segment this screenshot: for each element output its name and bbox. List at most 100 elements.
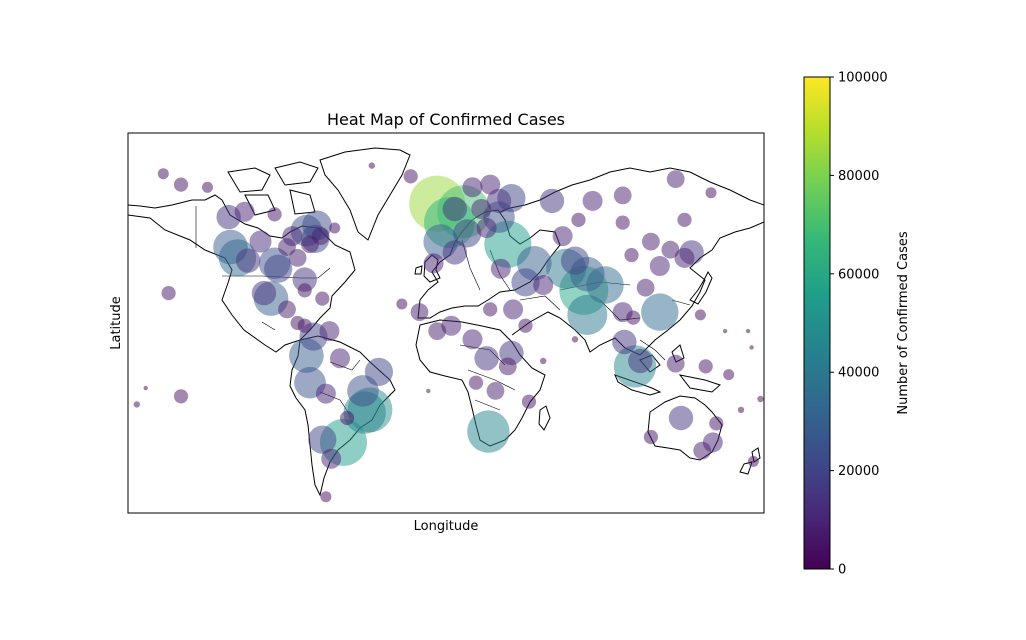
case-bubble	[315, 383, 336, 404]
case-bubble	[626, 310, 641, 325]
cases-bubbles	[133, 162, 764, 503]
case-bubble	[474, 346, 499, 371]
case-bubble	[471, 199, 492, 219]
case-bubble	[364, 357, 393, 386]
case-bubble	[249, 230, 272, 253]
case-bubble	[757, 395, 764, 403]
colorbar-ticks: 0 20000 40000 60000 80000 100000	[830, 71, 888, 578]
case-bubble	[503, 299, 524, 320]
case-bubble	[723, 369, 735, 381]
case-bubble	[297, 318, 312, 333]
colorbar-tick-label: 0	[838, 563, 846, 578]
case-bubble	[321, 448, 342, 469]
case-bubble	[642, 232, 660, 251]
case-bubble	[143, 385, 148, 391]
case-bubble	[571, 212, 586, 227]
case-bubble	[426, 388, 431, 394]
case-bubble	[677, 212, 692, 227]
case-bubble	[649, 256, 670, 276]
case-bubble	[297, 283, 312, 298]
case-bubble	[567, 294, 608, 335]
case-bubble	[320, 491, 332, 503]
case-bubble	[486, 382, 505, 400]
case-bubble	[613, 186, 632, 205]
asia-coastline	[499, 167, 764, 356]
colorbar-tick-label: 80000	[838, 169, 879, 184]
case-bubble	[666, 354, 685, 373]
colorbar-label: Number of Confirmed Cases	[896, 231, 911, 414]
colorbar-tick-label: 40000	[838, 366, 879, 381]
north-america-coastline	[128, 194, 356, 353]
case-bubble	[582, 190, 603, 211]
colorbar-tick-label: 20000	[838, 464, 879, 479]
case-bubble	[668, 405, 694, 431]
case-bubble	[533, 275, 554, 295]
case-bubble	[571, 336, 579, 343]
japan-coastline	[689, 271, 713, 305]
case-bubble	[157, 168, 169, 180]
case-bubble	[694, 309, 706, 321]
case-bubble	[311, 227, 330, 246]
case-bubble	[539, 188, 565, 214]
case-bubble	[540, 357, 547, 365]
case-bubble	[173, 177, 189, 192]
case-bubble	[330, 348, 350, 369]
chart-title: Heat Map of Confirmed Cases	[327, 110, 565, 129]
case-bubble	[173, 389, 189, 404]
case-bubble	[462, 329, 483, 350]
case-bubble	[278, 238, 296, 256]
case-bubble	[511, 268, 540, 297]
case-bubble	[292, 267, 317, 292]
case-bubble	[315, 291, 330, 306]
case-bubble	[161, 286, 176, 301]
madagascar-coastline	[538, 405, 551, 431]
case-bubble	[235, 248, 261, 273]
case-bubble	[521, 394, 537, 409]
case-bubble	[133, 401, 140, 408]
case-bubble	[278, 300, 296, 319]
case-bubble	[468, 375, 484, 390]
case-bubble	[747, 455, 759, 467]
case-bubble	[698, 359, 713, 374]
greenland-coastline	[319, 147, 411, 241]
case-bubble	[467, 410, 510, 453]
axes-frame	[127, 132, 765, 514]
case-bubble	[661, 240, 680, 259]
case-bubble	[636, 278, 655, 297]
case-bubble	[486, 188, 512, 214]
case-bubble	[264, 254, 293, 283]
case-bubble	[498, 357, 517, 376]
case-bubble	[709, 416, 724, 431]
case-bubble	[612, 329, 637, 355]
case-bubble	[423, 253, 444, 274]
case-bubble	[308, 425, 337, 454]
case-bubble	[340, 410, 355, 426]
case-bubble	[462, 177, 483, 198]
case-bubble	[705, 187, 717, 199]
case-bubble	[641, 293, 679, 331]
case-bubble	[560, 246, 590, 275]
case-bubble	[319, 321, 340, 342]
case-bubble	[441, 315, 462, 336]
case-bubble	[745, 328, 751, 334]
case-bubble	[368, 162, 375, 169]
southeast-asia-islands	[614, 344, 721, 396]
case-bubble	[453, 219, 482, 248]
case-bubble	[628, 348, 653, 374]
case-bubble	[490, 258, 511, 279]
case-bubble	[722, 328, 728, 334]
case-bubble	[234, 201, 255, 222]
case-bubble	[483, 302, 498, 317]
case-bubble	[202, 181, 213, 193]
colorbar-tick-label: 100000	[838, 71, 888, 86]
arctic-islands-coastline	[227, 161, 319, 216]
case-bubble	[251, 280, 277, 306]
case-bubble	[737, 406, 745, 414]
case-bubble	[442, 240, 467, 265]
case-bubble	[410, 303, 429, 321]
colorbar-tick-label: 60000	[838, 267, 879, 282]
case-bubble	[480, 174, 501, 195]
case-bubble	[674, 247, 695, 268]
case-bubble	[267, 207, 282, 222]
